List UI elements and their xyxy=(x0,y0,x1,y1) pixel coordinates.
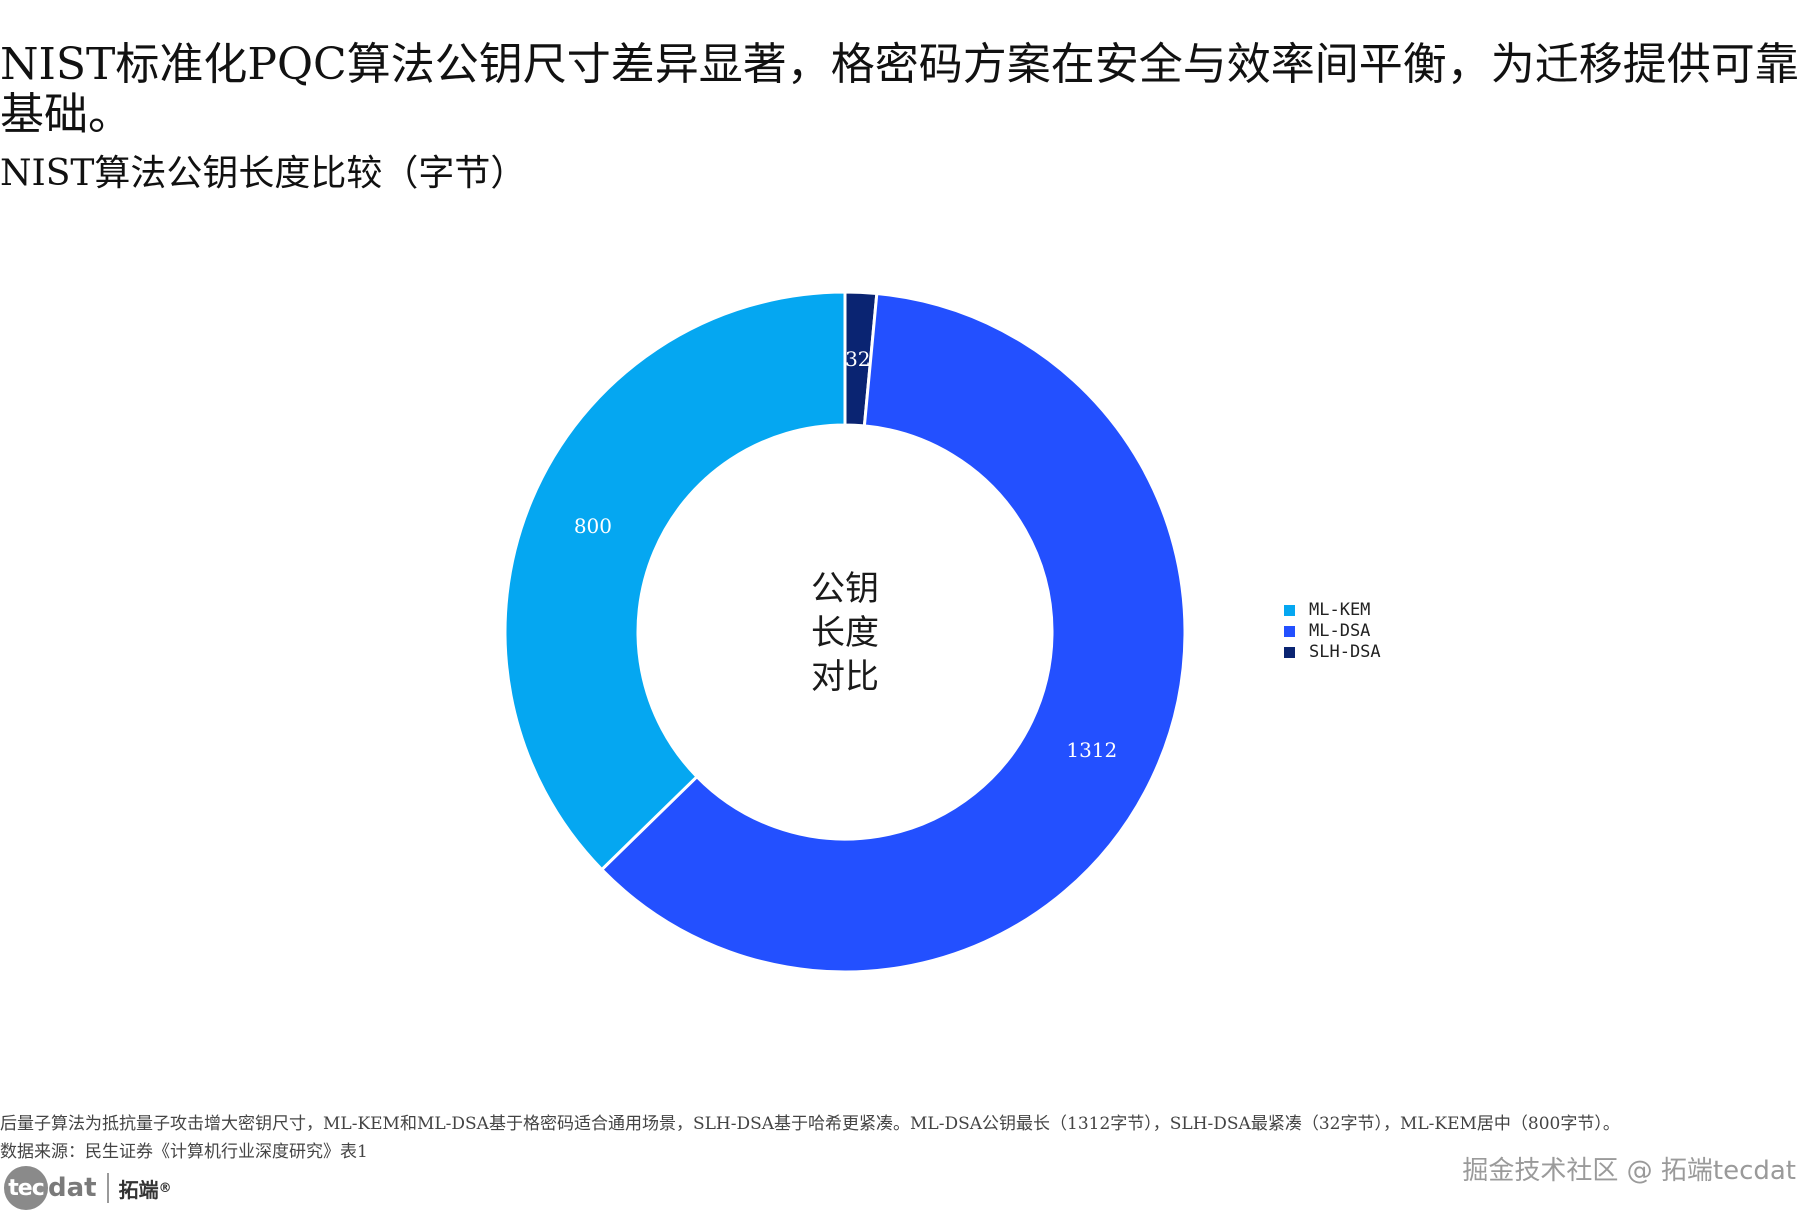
logo-cn-text: 拓端 xyxy=(118,1177,159,1202)
legend-label-slh-dsa: SLH-DSA xyxy=(1309,642,1381,662)
legend-label-ml-dsa: ML-DSA xyxy=(1309,621,1371,641)
legend-item-ml-kem: ML-KEM xyxy=(1284,600,1381,621)
donut-data-labels: 32 1312 800 xyxy=(574,347,1117,762)
legend-swatch-slh-dsa xyxy=(1284,647,1295,658)
footnote: 后量子算法为抵抗量子攻击增大密钥尺寸，ML-KEM和ML-DSA基于格密码适合通… xyxy=(0,1110,1620,1166)
tecdat-logo: tec dat 拓端 ® xyxy=(4,1166,172,1210)
slice-ml-kem xyxy=(503,290,847,872)
legend-label-ml-kem: ML-KEM xyxy=(1309,600,1371,620)
logo-divider xyxy=(106,1173,109,1203)
donut-slices xyxy=(503,290,1187,974)
data-label-ml-kem: 800 xyxy=(574,514,612,538)
chart-title: NIST算法公钥长度比较（字节） xyxy=(0,153,527,194)
footnote-text: 后量子算法为抵抗量子攻击增大密钥尺寸，ML-KEM和ML-DSA基于格密码适合通… xyxy=(0,1114,1620,1134)
chart-headline: NIST标准化PQC算法公钥尺寸差异显著，格密码方案在安全与效率间平衡，为迁移提… xyxy=(0,39,1799,140)
legend-swatch-ml-kem xyxy=(1284,605,1295,616)
chart-legend: ML-KEM ML-DSA SLH-DSA xyxy=(1284,600,1381,663)
data-label-slh-dsa: 32 xyxy=(845,347,870,371)
logo-circle: tec xyxy=(4,1166,48,1210)
slice-ml-dsa xyxy=(599,291,1187,974)
center-label-line: 长度 xyxy=(811,613,879,653)
legend-item-slh-dsa: SLH-DSA xyxy=(1284,642,1381,663)
legend-swatch-ml-dsa xyxy=(1284,626,1295,637)
data-label-ml-dsa: 1312 xyxy=(1066,738,1117,762)
logo-tail-text: dat xyxy=(48,1173,97,1203)
logo-circle-text: tec xyxy=(8,1175,44,1201)
legend-item-ml-dsa: ML-DSA xyxy=(1284,621,1381,642)
watermark: 掘金技术社区 @ 拓端tecdat xyxy=(1462,1156,1796,1186)
source-text: 数据来源：民生证券《计算机行业深度研究》表1 xyxy=(0,1142,368,1162)
center-label-line: 公钥 xyxy=(811,569,879,609)
center-label-line: 对比 xyxy=(811,657,879,697)
logo-registered-mark: ® xyxy=(158,1180,172,1196)
